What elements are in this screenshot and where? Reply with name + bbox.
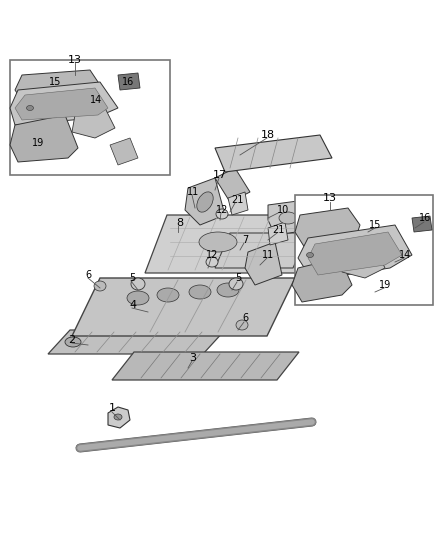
Text: 15: 15	[49, 77, 61, 87]
Polygon shape	[110, 138, 138, 165]
Text: 7: 7	[242, 235, 248, 245]
Polygon shape	[145, 215, 332, 273]
Ellipse shape	[114, 414, 122, 420]
Polygon shape	[268, 222, 288, 245]
Polygon shape	[215, 135, 332, 172]
Text: 12: 12	[206, 250, 218, 260]
Text: 8: 8	[177, 218, 184, 228]
Polygon shape	[72, 108, 115, 138]
Ellipse shape	[216, 209, 228, 219]
Polygon shape	[215, 233, 308, 268]
Text: 12: 12	[216, 205, 228, 215]
Polygon shape	[48, 330, 225, 354]
Ellipse shape	[217, 283, 239, 297]
Bar	[295, 195, 433, 305]
Polygon shape	[215, 168, 250, 202]
Text: 10: 10	[277, 205, 289, 215]
Text: 17: 17	[213, 170, 227, 180]
Ellipse shape	[279, 212, 297, 224]
Ellipse shape	[307, 253, 314, 257]
Polygon shape	[292, 258, 352, 302]
Text: 14: 14	[399, 250, 411, 260]
Text: 11: 11	[262, 250, 274, 260]
Ellipse shape	[94, 281, 106, 291]
Text: 21: 21	[272, 225, 284, 235]
Ellipse shape	[65, 337, 81, 347]
Ellipse shape	[199, 232, 237, 252]
Polygon shape	[308, 232, 402, 275]
Text: 1: 1	[109, 403, 116, 413]
Polygon shape	[245, 242, 282, 285]
Ellipse shape	[236, 320, 248, 330]
Text: 14: 14	[90, 95, 102, 105]
Text: 5: 5	[235, 273, 241, 283]
Text: 21: 21	[231, 195, 243, 205]
Polygon shape	[112, 352, 299, 380]
Ellipse shape	[417, 218, 427, 226]
Ellipse shape	[197, 192, 213, 212]
Bar	[10, 60, 170, 175]
Ellipse shape	[229, 278, 243, 290]
Polygon shape	[108, 407, 130, 428]
Polygon shape	[10, 115, 78, 162]
Text: 19: 19	[379, 280, 391, 290]
Polygon shape	[118, 73, 140, 90]
Text: 4: 4	[130, 300, 137, 310]
Ellipse shape	[127, 291, 149, 305]
Ellipse shape	[189, 285, 211, 299]
Polygon shape	[342, 248, 385, 278]
Text: 6: 6	[242, 313, 248, 323]
Polygon shape	[15, 70, 102, 105]
Text: 19: 19	[32, 138, 44, 148]
Polygon shape	[295, 208, 360, 248]
Polygon shape	[228, 192, 248, 215]
Ellipse shape	[206, 257, 218, 267]
Text: 16: 16	[419, 213, 431, 223]
Text: 11: 11	[187, 187, 199, 197]
Polygon shape	[10, 82, 118, 125]
Text: 6: 6	[85, 270, 91, 280]
Text: 18: 18	[261, 130, 275, 140]
Polygon shape	[412, 216, 432, 232]
Polygon shape	[185, 178, 225, 225]
Text: 3: 3	[190, 353, 197, 363]
Ellipse shape	[157, 288, 179, 302]
Text: 13: 13	[68, 55, 82, 65]
Text: 2: 2	[68, 335, 76, 345]
Text: 13: 13	[323, 193, 337, 203]
Ellipse shape	[131, 278, 145, 290]
Polygon shape	[298, 225, 412, 280]
Polygon shape	[15, 88, 108, 120]
Polygon shape	[268, 200, 310, 235]
Text: 16: 16	[122, 77, 134, 87]
Text: 15: 15	[369, 220, 381, 230]
Ellipse shape	[27, 106, 33, 110]
Text: 5: 5	[129, 273, 135, 283]
Ellipse shape	[122, 75, 134, 85]
Polygon shape	[72, 278, 295, 336]
